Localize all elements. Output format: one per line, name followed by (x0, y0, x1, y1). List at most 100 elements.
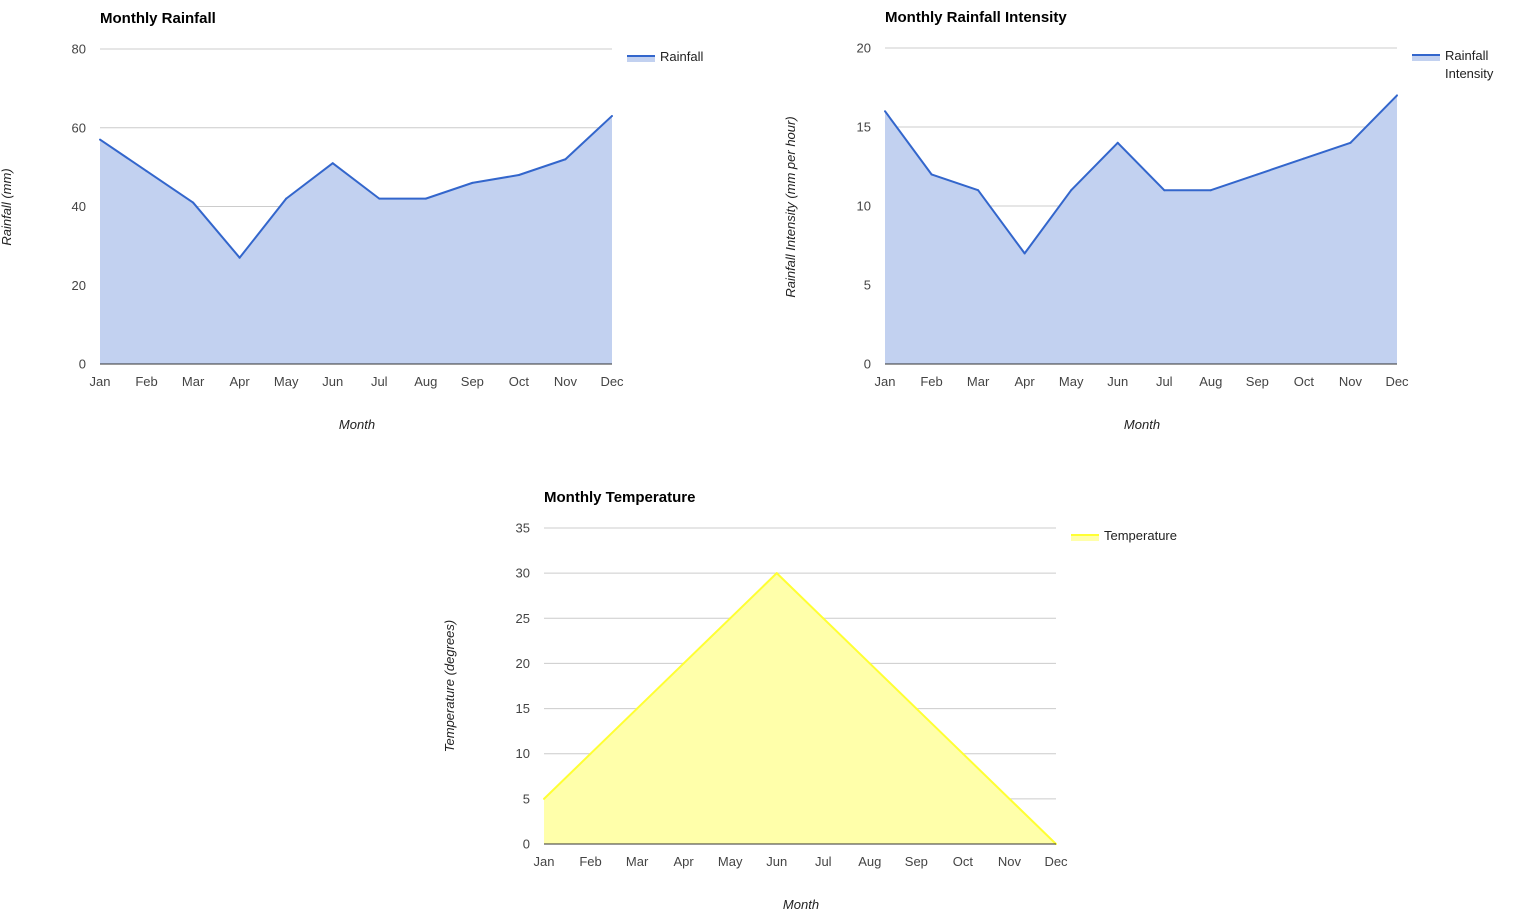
x-tick-label: Jul (1156, 374, 1173, 389)
temperature-chart: Monthly Temperature 0 5 10 15 20 25 30 35 Jan Fe… (442, 489, 1177, 912)
y-tick-label: 20 (857, 41, 871, 56)
x-tick-label: Nov (1339, 374, 1363, 389)
y-tick-labels: 0 5 10 15 20 25 30 35 (516, 521, 530, 852)
x-tick-labels: Jan Feb Mar Apr May Jun Jul Aug Sep Oct Nov Dec (534, 854, 1069, 869)
x-tick-label: Dec (1044, 854, 1068, 869)
data-point (238, 256, 241, 259)
y-tick-label: 5 (523, 791, 530, 806)
x-axis-title: Month (1124, 417, 1160, 432)
data-point (1349, 141, 1352, 144)
data-point (145, 170, 148, 173)
data-point (564, 158, 567, 161)
x-tick-label: Feb (920, 374, 942, 389)
x-tick-labels: Jan Feb Mar Apr May Jun Jul Aug Sep Oct Nov Dec (875, 374, 1410, 389)
x-tick-label: Oct (953, 854, 974, 869)
x-tick-label: Dec (1385, 374, 1409, 389)
data-point (1302, 157, 1305, 160)
x-tick-label: Apr (230, 374, 251, 389)
data-point (822, 617, 825, 620)
data-point (378, 197, 381, 200)
x-tick-label: Sep (461, 374, 484, 389)
data-point (1396, 94, 1398, 97)
y-axis-title: Rainfall (mm) (0, 168, 14, 245)
y-tick-label: 15 (857, 120, 871, 135)
data-point (1209, 189, 1212, 192)
x-tick-labels: Jan Feb Mar Apr May Jun Jul Aug Sep Oct Nov Dec (90, 374, 625, 389)
chart-title: Monthly Rainfall (100, 10, 216, 27)
y-axis-title: Temperature (degrees) (442, 620, 457, 752)
series-line (884, 94, 1398, 255)
x-tick-label: Jul (371, 374, 388, 389)
area-layer (99, 114, 613, 365)
x-tick-label: Oct (1294, 374, 1315, 389)
data-point (682, 662, 685, 665)
legend: Rainfall Intensity (1412, 48, 1494, 81)
x-tick-label: Mar (967, 374, 990, 389)
x-tick-label: Nov (554, 374, 578, 389)
data-point (471, 181, 474, 184)
y-axis-title: Rainfall Intensity (mm per hour) (783, 116, 798, 297)
data-point (775, 572, 778, 575)
data-point (1163, 189, 1166, 192)
data-point (961, 752, 964, 755)
x-tick-label: Jun (1107, 374, 1128, 389)
y-tick-label: 10 (857, 199, 871, 214)
x-tick-label: Feb (135, 374, 157, 389)
data-point (977, 189, 980, 192)
x-tick-label: Apr (1015, 374, 1036, 389)
y-tick-labels: 0 20 40 60 80 (72, 42, 86, 372)
y-tick-labels: 0 5 10 15 20 (857, 41, 871, 372)
area-fill (100, 115, 612, 364)
x-tick-label: Jan (90, 374, 111, 389)
x-tick-label: Jan (534, 854, 555, 869)
data-point (915, 707, 918, 710)
x-axis-title: Month (783, 897, 819, 912)
data-point (589, 752, 592, 755)
x-tick-label: Dec (600, 374, 624, 389)
y-tick-label: 80 (72, 42, 86, 57)
x-tick-label: Jan (875, 374, 896, 389)
y-tick-label: 5 (864, 278, 871, 293)
legend-label-line2: Intensity (1445, 66, 1494, 81)
data-point (611, 114, 613, 117)
x-tick-label: Sep (1246, 374, 1269, 389)
y-tick-label: 35 (516, 521, 530, 536)
legend-label: Temperature (1104, 528, 1177, 543)
y-tick-label: 30 (516, 566, 530, 581)
x-tick-label: Mar (626, 854, 649, 869)
legend-label: Rainfall (660, 49, 703, 64)
series-line (99, 115, 613, 259)
x-tick-label: Jun (766, 854, 787, 869)
rainfall-intensity-chart: Monthly Rainfall Intensity 0 5 10 15 20 Jan F… (783, 9, 1494, 432)
x-tick-label: Jul (815, 854, 832, 869)
chart-title: Monthly Temperature (544, 489, 695, 506)
x-tick-label: Apr (674, 854, 695, 869)
x-tick-label: Aug (858, 854, 881, 869)
data-point (636, 707, 639, 710)
x-tick-label: Nov (998, 854, 1022, 869)
data-point (192, 201, 195, 204)
chart-title: Monthly Rainfall Intensity (885, 9, 1067, 26)
x-tick-label: May (1059, 374, 1084, 389)
y-tick-label: 40 (72, 199, 86, 214)
legend: Rainfall (627, 49, 703, 64)
y-tick-label: 15 (516, 701, 530, 716)
y-tick-label: 25 (516, 611, 530, 626)
y-tick-label: 20 (72, 278, 86, 293)
data-point (1256, 173, 1259, 176)
y-tick-label: 0 (864, 357, 871, 372)
x-tick-label: Aug (1199, 374, 1222, 389)
data-point (285, 197, 288, 200)
x-tick-label: Feb (579, 854, 601, 869)
x-tick-label: Mar (182, 374, 205, 389)
y-tick-label: 0 (523, 837, 530, 852)
data-point (930, 173, 933, 176)
data-point (543, 797, 545, 800)
x-tick-label: May (274, 374, 299, 389)
data-point (884, 110, 886, 113)
data-point (1070, 189, 1073, 192)
y-tick-label: 60 (72, 120, 86, 135)
area-layer (543, 572, 1057, 845)
rainfall-chart: Monthly Rainfall 0 20 40 60 80 Jan Feb Mar Apr M… (0, 10, 703, 432)
